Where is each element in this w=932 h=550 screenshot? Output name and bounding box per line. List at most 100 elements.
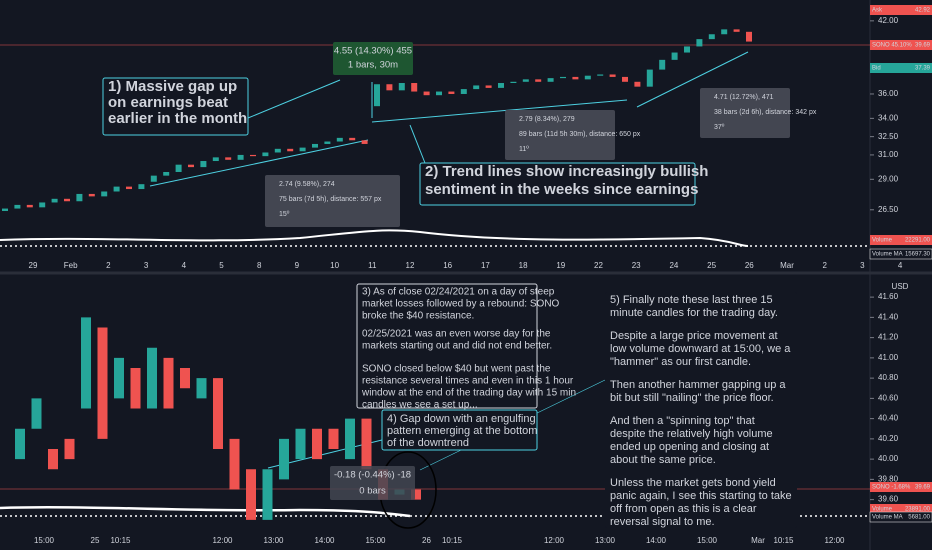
annotation-box	[265, 175, 400, 227]
annotation-box	[505, 110, 615, 160]
annotation-text: 38 bars (2d 6h), distance: 342 px	[714, 109, 817, 116]
y-tick-label: 40.00	[878, 454, 899, 463]
annotation-text: pattern emerging at the bottom	[387, 425, 537, 437]
candle-body	[609, 74, 616, 77]
annotation-box	[419, 162, 696, 206]
annotation-text: 3) As of close 02/24/2021 on a day of st…	[362, 287, 555, 298]
candle-body	[200, 161, 207, 168]
x-tick-label: 14:00	[646, 536, 667, 545]
annotation-box	[605, 292, 797, 528]
x-tick-label: 13:00	[595, 536, 616, 545]
candle-body	[361, 140, 368, 144]
price-badge: Volume 23891.00	[870, 504, 932, 514]
annotation-text: reversal signal to me.	[610, 516, 715, 528]
candle-body	[138, 184, 145, 190]
x-tick-label: Mar	[780, 261, 794, 270]
candle-body	[64, 438, 75, 460]
candle-body	[312, 428, 322, 460]
candle-body	[295, 428, 306, 460]
candle-body	[262, 469, 273, 520]
candle-body	[180, 368, 190, 389]
price-badge: SONO -1.68% 39.69	[870, 482, 932, 492]
x-tick-label: 29	[29, 261, 38, 270]
badge-value: 42.92	[915, 8, 931, 14]
x-tick-label: 15:00	[34, 536, 55, 545]
annotation-box	[356, 283, 538, 409]
annotation-text: earlier in the month	[108, 110, 247, 127]
x-tick-label: 4	[182, 261, 187, 270]
annotation-text: SONO closed below $40 but went past the	[362, 364, 551, 375]
candle-body	[114, 357, 124, 399]
x-tick-label: 3	[144, 261, 149, 270]
annotation-box	[330, 466, 415, 500]
candle-body	[547, 78, 554, 82]
candle-body	[31, 398, 42, 429]
candle-body	[274, 148, 281, 153]
annotation-text: -0.18 (-0.44%) -18	[334, 470, 411, 481]
candle-body	[646, 69, 653, 87]
annotation-text: 4) Gap down with an engulfing	[387, 413, 536, 425]
y-tick-label: 32.50	[878, 132, 899, 141]
x-tick-label: Feb	[64, 261, 78, 270]
annotation-text: 75 bars (7d 5h), distance: 557 px	[279, 196, 382, 203]
candle-body	[522, 79, 529, 82]
badge-bg	[870, 504, 932, 514]
candle-body	[386, 84, 393, 91]
candle-body	[287, 148, 294, 152]
candle-body	[147, 347, 157, 409]
price-badge: Volume MA 5681.00	[869, 511, 932, 523]
annotation-text: 4.71 (12.72%), 471	[714, 94, 774, 101]
annotation-text: 0 bars	[359, 486, 386, 497]
candle-body	[361, 418, 372, 470]
candle-body	[262, 152, 269, 157]
annotation-text: window at the end of the trading day wit…	[361, 388, 576, 399]
candle-body	[279, 438, 289, 480]
y-tick-label: 41.20	[878, 333, 899, 342]
annotation-text: candles we see a set up...	[362, 400, 478, 411]
annotation-text: "hammer" as our first candle.	[610, 356, 751, 368]
annotation-text: 02/25/2021 was an even worse day for the	[362, 329, 551, 340]
annotation-box	[381, 409, 538, 451]
annotation-text: sentiment in the weeks since earnings	[425, 181, 698, 198]
y-tick-label: 40.20	[878, 434, 899, 443]
candle-body	[246, 469, 256, 520]
candle-body	[671, 52, 678, 60]
badge-value: 23891.00	[905, 507, 931, 513]
annotation-text: of the downtrend	[387, 437, 469, 449]
candle-body	[213, 378, 223, 449]
candle-body	[324, 141, 331, 144]
x-tick-label: 23	[632, 261, 641, 270]
candle-body	[622, 76, 628, 82]
y-tick-label: 41.00	[878, 353, 899, 362]
y-tick-label: 39.60	[878, 495, 899, 504]
y-tick-label: 41.40	[878, 312, 899, 321]
badge-value: 39.69	[915, 485, 931, 491]
x-tick-label: 10	[330, 261, 339, 270]
badge-bg	[869, 248, 932, 260]
candle-body	[336, 137, 343, 142]
currency-label: USD	[892, 282, 909, 291]
y-tick-label: 39.80	[878, 474, 899, 483]
annotation-text: 2) Trend lines show increasingly bullish	[425, 163, 708, 180]
badge-label: Volume MA	[872, 515, 903, 521]
x-tick-label: 19	[556, 261, 565, 270]
badge-value: 39.69	[915, 43, 931, 49]
annotation-text: market losses followed by a rebound: SON…	[362, 299, 560, 310]
candle-body	[374, 84, 380, 107]
candle-body	[572, 76, 579, 80]
candle-body	[345, 418, 355, 460]
annotation-text: And then a "spinning top" that	[610, 415, 755, 427]
annotation-text: 2.79 (8.34%), 279	[519, 116, 575, 123]
x-tick-label: 26	[745, 261, 754, 270]
badge-bg	[870, 40, 932, 50]
annotation-text: 2.74 (9.58%), 274	[279, 181, 335, 188]
x-tick-label: 10:15	[110, 536, 131, 545]
x-tick-label: 12:00	[212, 536, 233, 545]
candle-body	[460, 89, 467, 94]
x-tick-label: 26	[422, 536, 431, 545]
candle-body	[584, 75, 591, 80]
badge-bg	[870, 5, 932, 15]
candle-body	[150, 175, 157, 182]
candle-body	[175, 164, 182, 172]
candle-body	[15, 428, 25, 460]
